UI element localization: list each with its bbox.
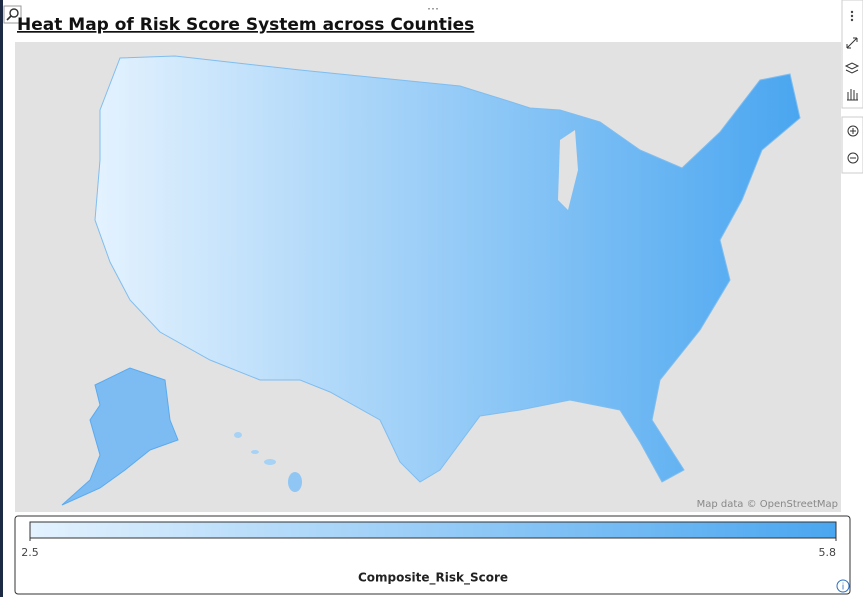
frame-edge xyxy=(0,0,3,597)
expand-button[interactable] xyxy=(846,37,858,49)
menu-dot[interactable] xyxy=(850,10,854,14)
search-button[interactable] xyxy=(3,5,22,24)
legend-title: Composite_Risk_Score xyxy=(358,571,508,586)
menu-dot[interactable] xyxy=(850,18,854,22)
tick-label: 5.8 xyxy=(819,546,837,559)
info-button[interactable] xyxy=(836,579,850,593)
hawaii-big-island[interactable] xyxy=(288,472,302,492)
zoom-in[interactable] xyxy=(847,125,859,137)
title: Heat Map of Risk Score System across Cou… xyxy=(17,15,474,35)
map-shapes xyxy=(61,55,801,506)
color-bar xyxy=(29,521,837,539)
search-icon-handle xyxy=(6,15,12,21)
pan-button[interactable] xyxy=(847,89,858,101)
alaska[interactable] xyxy=(61,367,179,506)
zoom-in-sign xyxy=(850,128,856,134)
hawaii-maui[interactable] xyxy=(264,459,276,465)
hawaii-kauai[interactable] xyxy=(234,432,242,438)
zoom-panel xyxy=(841,116,863,174)
attribution: Map data © OpenStreetMap xyxy=(697,499,838,510)
hawaii-oahu[interactable] xyxy=(251,450,259,454)
zoom-out[interactable] xyxy=(847,152,859,164)
contiguous-us[interactable] xyxy=(94,55,801,483)
layers-button[interactable] xyxy=(844,62,860,74)
search-icon xyxy=(9,8,19,18)
drag-handle[interactable]: ⋯ xyxy=(427,2,439,16)
tick-label: 2.5 xyxy=(21,546,39,559)
menu-dot[interactable] xyxy=(850,14,854,18)
lake-michigan xyxy=(558,130,578,210)
toolbar-panel xyxy=(841,0,863,109)
info-icon: i xyxy=(842,583,845,593)
map-toolbar xyxy=(841,0,863,174)
legend: 2.5 5.8 xyxy=(21,521,837,559)
